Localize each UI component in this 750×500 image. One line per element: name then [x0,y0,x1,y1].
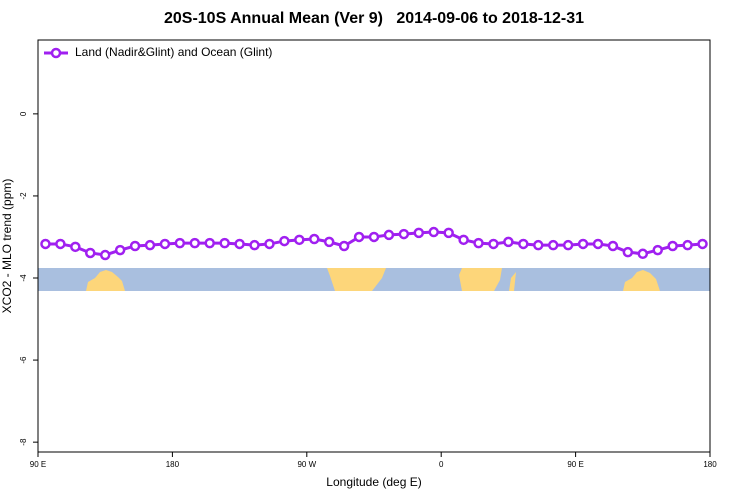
x-tick-label: 0 [439,460,444,469]
x-tick-label: 90 E [30,460,46,469]
data-point [129,240,141,252]
data-point [114,244,126,256]
land [459,268,502,291]
data-point [368,231,380,243]
data-point [622,246,634,258]
data-point [159,238,171,250]
land [86,270,125,291]
data-point [398,228,410,240]
land [509,272,516,291]
data-point [264,238,275,250]
data-point [682,239,693,251]
data-point [547,239,559,251]
data-point [458,234,469,246]
x-tick-label: 90 W [297,460,316,469]
data-point [518,238,529,250]
land [623,270,660,291]
data-point [234,238,245,250]
y-tick-label: -2 [19,192,28,200]
map-strip [38,268,710,291]
data-point [174,237,186,249]
data-point [189,237,201,249]
data-point [607,240,619,252]
data-point [219,237,230,249]
legend-marker [50,47,62,59]
data-point [428,226,439,238]
data-point [338,240,350,252]
data-point [40,238,51,250]
y-tick-label: 0 [19,111,28,116]
data-point [443,227,454,239]
y-tick-label: -8 [19,438,28,446]
y-axis-label: XCO2 - MLO trend (ppm) [0,179,14,314]
land [327,268,386,291]
data-point [562,239,574,251]
data-point [473,237,484,249]
data-point [55,238,66,250]
legend: Land (Nadir&Glint) and Ocean (Glint) [44,45,272,59]
x-tick-label: 180 [703,460,717,469]
data-point [383,229,395,241]
data-point [309,233,320,245]
data-point [85,247,96,259]
plot-frame [37,39,711,453]
data-point [503,236,514,248]
data-point [249,239,260,251]
x-tick-label: 90 E [567,460,583,469]
x-axis-label: Longitude (deg E) [326,475,421,489]
x-tick-label: 180 [166,460,180,469]
data-point [70,241,81,253]
legend-label: Land (Nadir&Glint) and Ocean (Glint) [75,45,272,59]
data-point [667,240,678,252]
data-point [592,238,604,250]
data-point [488,238,499,250]
data-point [533,239,544,251]
data-point [413,227,425,239]
data-point [323,236,335,248]
data-point [697,238,708,250]
chart-title: 20S-10S Annual Mean (Ver 9) 2014-09-06 t… [164,10,584,27]
data-point [279,235,290,247]
y-tick-label: -4 [19,274,28,282]
data-point [637,248,649,260]
data-point [204,237,215,249]
data-point [353,231,365,243]
y-tick-label: -6 [19,356,28,364]
data-point [294,234,305,246]
data-point [652,244,663,256]
data-point [144,239,156,251]
data-point [577,238,589,250]
data-point [99,249,111,261]
